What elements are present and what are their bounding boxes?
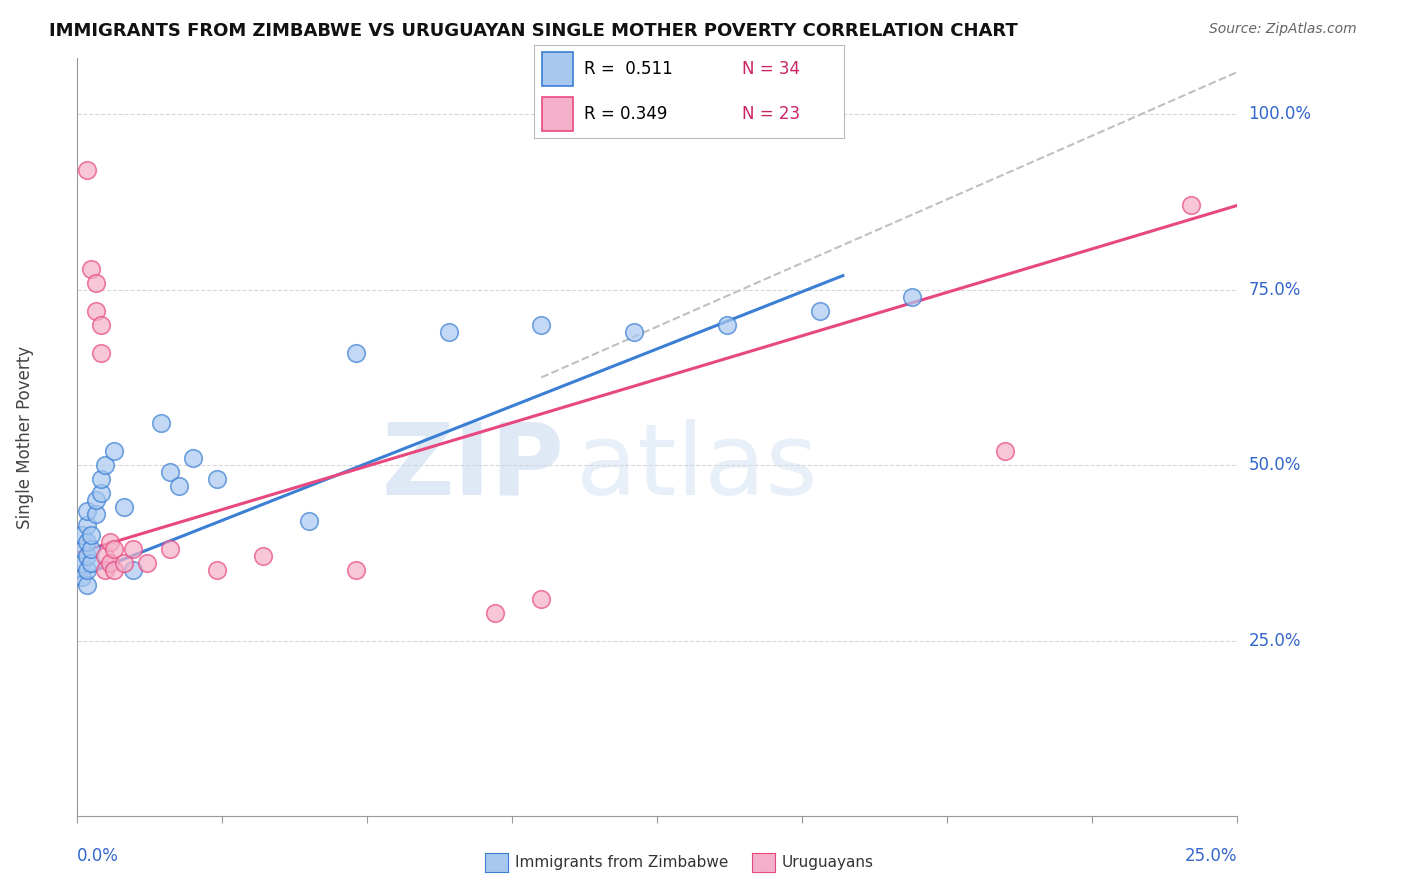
Point	[94, 564, 117, 578]
Point	[76, 517, 98, 532]
Text: Single Mother Poverty: Single Mother Poverty	[15, 345, 34, 529]
Text: 25.0%: 25.0%	[1249, 632, 1301, 649]
Point	[135, 557, 157, 571]
Point	[80, 528, 103, 542]
Point	[94, 458, 117, 472]
Text: Uruguayans: Uruguayans	[782, 855, 873, 870]
Point	[183, 451, 205, 466]
Point	[994, 444, 1017, 458]
Point	[437, 325, 460, 339]
Point	[84, 303, 107, 318]
Point	[205, 472, 228, 486]
Point	[484, 606, 506, 620]
Point	[122, 542, 145, 557]
Point	[70, 557, 93, 571]
Text: N = 34: N = 34	[741, 60, 800, 78]
Point	[76, 163, 98, 178]
Point	[344, 564, 367, 578]
Point	[70, 528, 93, 542]
Point	[76, 549, 98, 564]
Point	[90, 318, 111, 332]
Point	[84, 276, 107, 290]
Point	[70, 542, 93, 557]
Point	[98, 535, 121, 549]
FancyBboxPatch shape	[541, 52, 574, 86]
Point	[530, 318, 553, 332]
Point	[808, 303, 831, 318]
Point	[90, 472, 111, 486]
Point	[623, 325, 645, 339]
Text: Immigrants from Zimbabwe: Immigrants from Zimbabwe	[515, 855, 728, 870]
Point	[112, 557, 135, 571]
Text: 100.0%: 100.0%	[1249, 105, 1312, 123]
Text: Source: ZipAtlas.com: Source: ZipAtlas.com	[1209, 22, 1357, 37]
Text: N = 23: N = 23	[741, 105, 800, 123]
Point	[76, 535, 98, 549]
Point	[84, 508, 107, 522]
Text: R = 0.349: R = 0.349	[583, 105, 666, 123]
Point	[103, 444, 125, 458]
Point	[103, 542, 125, 557]
Point	[98, 557, 121, 571]
Point	[84, 493, 107, 508]
Point	[159, 465, 181, 479]
Text: 25.0%: 25.0%	[1185, 847, 1237, 864]
Point	[530, 591, 553, 606]
Point	[94, 549, 117, 564]
Point	[76, 564, 98, 578]
Text: ZIP: ZIP	[381, 419, 565, 516]
Text: R =  0.511: R = 0.511	[583, 60, 672, 78]
Point	[716, 318, 738, 332]
Point	[80, 557, 103, 571]
Point	[90, 486, 111, 500]
Point	[169, 479, 191, 493]
Point	[80, 261, 103, 276]
FancyBboxPatch shape	[541, 97, 574, 131]
Text: atlas: atlas	[576, 419, 818, 516]
Point	[298, 514, 321, 528]
Text: 50.0%: 50.0%	[1249, 456, 1301, 475]
Point	[159, 542, 181, 557]
Point	[76, 577, 98, 591]
Point	[252, 549, 274, 564]
Point	[76, 504, 98, 518]
Point	[70, 570, 93, 584]
Point	[205, 564, 228, 578]
Point	[901, 290, 924, 304]
Point	[122, 564, 145, 578]
Point	[344, 346, 367, 360]
Text: 0.0%: 0.0%	[77, 847, 120, 864]
Text: IMMIGRANTS FROM ZIMBABWE VS URUGUAYAN SINGLE MOTHER POVERTY CORRELATION CHART: IMMIGRANTS FROM ZIMBABWE VS URUGUAYAN SI…	[49, 22, 1018, 40]
Point	[1180, 198, 1202, 212]
Point	[80, 542, 103, 557]
Text: 75.0%: 75.0%	[1249, 281, 1301, 299]
Point	[103, 564, 125, 578]
Point	[149, 416, 172, 430]
Point	[90, 346, 111, 360]
Point	[112, 500, 135, 515]
